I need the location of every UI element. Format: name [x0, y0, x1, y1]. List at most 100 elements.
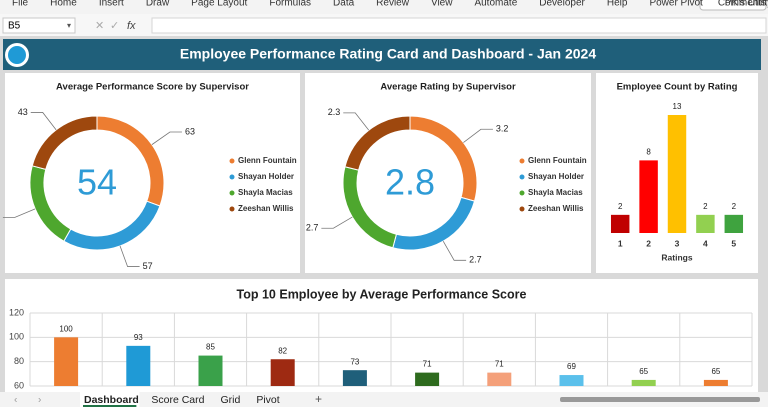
bar: [270, 359, 295, 386]
data-label: 2: [618, 202, 623, 211]
h-scrollbar[interactable]: [560, 397, 760, 402]
data-label: 2: [703, 202, 708, 211]
data-label: 93: [134, 333, 143, 342]
name-box-arrow: ▾: [67, 21, 71, 30]
data-label: 43: [18, 107, 28, 117]
x-tick-label: 5: [731, 238, 736, 248]
donut-segment: [31, 115, 98, 171]
x-tick-label: 3: [675, 238, 680, 248]
sheet-tab[interactable]: Score Card: [151, 394, 204, 406]
formula-input[interactable]: [151, 17, 767, 34]
x-axis-title: Ratings: [661, 252, 692, 262]
menu-item[interactable]: PK's Utility Tool V3.0: [725, 0, 768, 9]
leader-line: [321, 216, 353, 229]
data-label: 2.7: [306, 223, 319, 233]
legend-marker: [229, 174, 235, 180]
menu-item[interactable]: Data: [333, 0, 355, 9]
donut-segment: [344, 115, 411, 171]
menu-item[interactable]: Power Pivot: [649, 0, 703, 9]
sheet-tab[interactable]: Pivot: [256, 394, 279, 406]
data-label: 2: [732, 202, 737, 211]
leader-line: [151, 131, 182, 145]
menu-item[interactable]: Draw: [146, 0, 170, 9]
data-label: 13: [673, 102, 682, 111]
data-label: 82: [278, 346, 287, 355]
chart-title: Employee Count by Rating: [617, 82, 738, 93]
menu-item[interactable]: File: [12, 0, 29, 9]
y-tick-label: 120: [9, 307, 24, 317]
bar: [487, 372, 512, 386]
legend-marker: [229, 206, 235, 212]
menu-item[interactable]: Insert: [99, 0, 124, 9]
bar: [724, 214, 744, 233]
leader-line: [343, 112, 370, 131]
chart-title: Average Rating by Supervisor: [380, 82, 516, 93]
legend-label: Shayan Holder: [528, 172, 584, 181]
legend-marker: [519, 206, 525, 212]
data-label: 71: [423, 360, 432, 369]
sheet-tab[interactable]: Dashboard: [84, 394, 139, 406]
bar: [559, 375, 584, 386]
tab-scroll-left[interactable]: ‹: [14, 395, 17, 406]
x-tick-label: 2: [646, 238, 651, 248]
bar: [667, 115, 687, 233]
name-box-text: B5: [8, 21, 21, 32]
menu-item[interactable]: Developer: [539, 0, 585, 9]
comments-button[interactable]: [699, 0, 767, 11]
header-band: [3, 39, 761, 70]
menu-item[interactable]: View: [431, 0, 453, 9]
data-label: 85: [206, 343, 215, 352]
legend-label: Glenn Fountain: [528, 156, 587, 165]
chart-title: Average Performance Score by Supervisor: [56, 82, 249, 93]
bar: [415, 372, 440, 386]
tab-scroll-right[interactable]: ›: [38, 395, 41, 406]
header-title: Employee Performance Rating Card and Das…: [180, 46, 596, 62]
legend-marker: [519, 174, 525, 180]
y-tick-label: 60: [14, 380, 24, 390]
bar: [696, 214, 715, 233]
legend-marker: [229, 190, 235, 196]
leader-line: [119, 245, 140, 267]
cancel-icon: ✕: [95, 20, 104, 32]
enter-icon: ✓: [110, 20, 119, 32]
sheet-tab-bar: [0, 392, 768, 407]
menu-item[interactable]: Help: [607, 0, 628, 9]
menu-item[interactable]: Formulas: [269, 0, 311, 9]
legend-marker: [229, 158, 235, 164]
x-tick-label: 1: [618, 238, 623, 248]
ribbon-bar: [0, 0, 768, 14]
data-label: 73: [350, 357, 359, 366]
add-sheet[interactable]: +: [315, 392, 322, 406]
data-label: 3.2: [496, 124, 509, 134]
bar: [126, 345, 151, 386]
legend-marker: [519, 158, 525, 164]
menu-item[interactable]: Review: [376, 0, 410, 9]
data-label: 57: [143, 261, 153, 271]
center-value: 2.8: [385, 162, 435, 203]
fx-icon[interactable]: fx: [127, 20, 136, 32]
data-label: 69: [567, 362, 576, 371]
bar: [703, 379, 728, 386]
menu-item[interactable]: Automate: [474, 0, 517, 9]
data-label: 8: [646, 147, 651, 156]
menu-item[interactable]: Home: [50, 0, 77, 9]
y-tick-label: 80: [14, 356, 24, 366]
bar: [639, 160, 658, 233]
y-tick-label: 100: [9, 332, 24, 342]
bar: [198, 355, 223, 386]
bar: [610, 214, 630, 233]
data-label: 2.3: [328, 107, 341, 117]
center-value: 54: [77, 162, 117, 203]
leader-line: [2, 208, 36, 218]
legend-label: Glenn Fountain: [238, 156, 297, 165]
data-label: 63: [185, 126, 195, 136]
legend-marker: [519, 190, 525, 196]
menu-item[interactable]: Page Layout: [191, 0, 247, 9]
sheet-tab[interactable]: Grid: [220, 394, 240, 406]
comments-label: Comments: [718, 0, 766, 9]
data-label: 65: [711, 367, 720, 376]
leader-line: [463, 128, 493, 143]
name-box[interactable]: [2, 17, 76, 34]
data-label: 71: [495, 360, 504, 369]
